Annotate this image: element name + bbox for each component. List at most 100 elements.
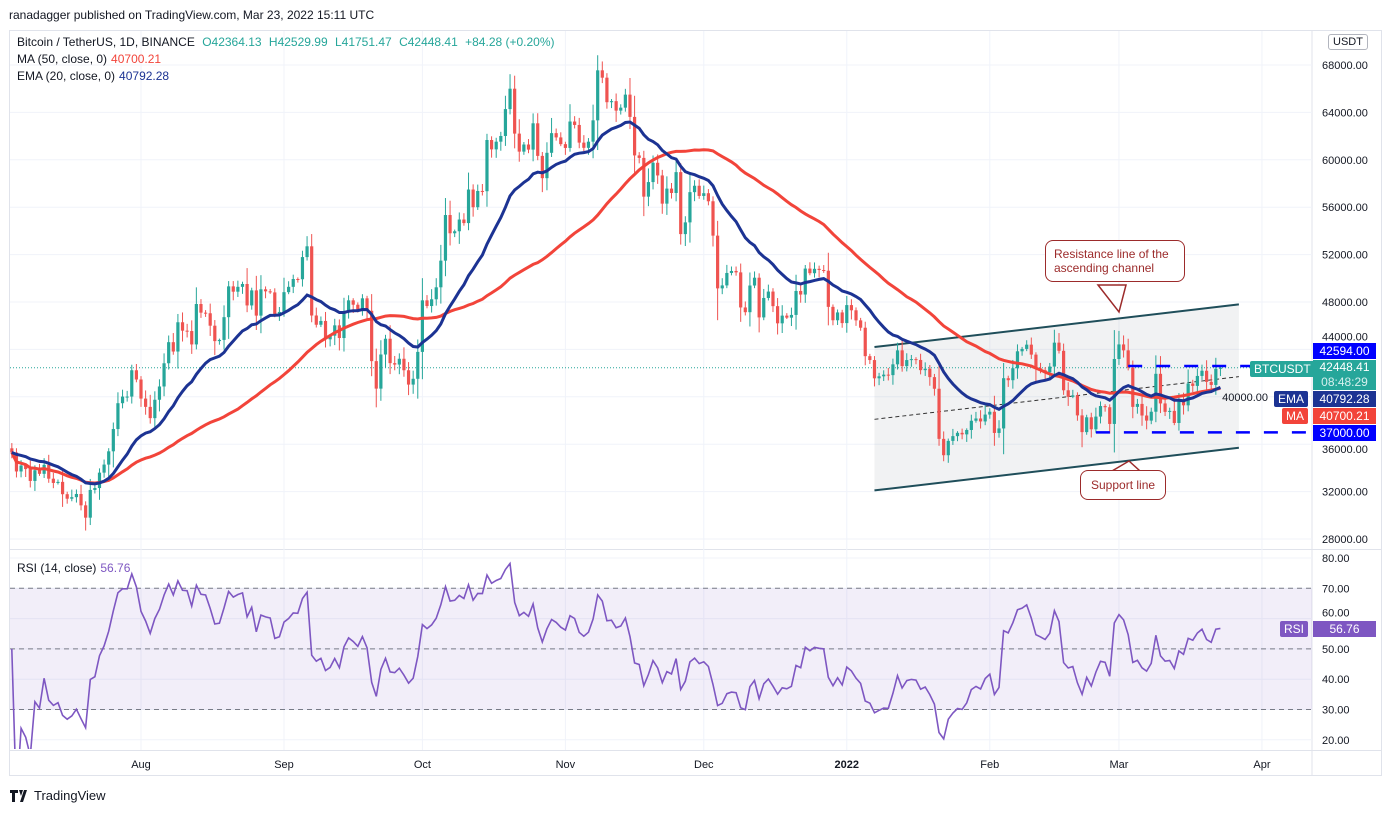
high-value: H42529.99 bbox=[268, 35, 328, 49]
candle bbox=[74, 489, 79, 503]
candle-body bbox=[752, 277, 757, 286]
symbol-name[interactable]: Bitcoin / TetherUS, 1D, BINANCE bbox=[17, 35, 195, 49]
candle-body bbox=[586, 141, 591, 148]
candle-body bbox=[79, 493, 83, 506]
candle-body bbox=[614, 101, 618, 111]
candle bbox=[868, 353, 872, 365]
candle bbox=[1025, 340, 1029, 352]
candle bbox=[840, 309, 844, 328]
candle bbox=[397, 353, 401, 375]
candle bbox=[263, 286, 268, 299]
candle bbox=[882, 370, 886, 382]
candle bbox=[282, 277, 286, 317]
candle-body bbox=[1034, 354, 1038, 369]
candle bbox=[420, 278, 424, 380]
currency-button[interactable]: USDT bbox=[1328, 34, 1368, 50]
brand-name: TradingView bbox=[34, 788, 106, 803]
candle-body bbox=[139, 379, 143, 399]
candle-body bbox=[725, 272, 729, 286]
candle-body bbox=[877, 376, 881, 379]
candle-body bbox=[669, 188, 674, 193]
candle-body bbox=[895, 350, 900, 365]
candle-body bbox=[74, 493, 79, 498]
resistance-callout[interactable]: Resistance line of the ascending channel bbox=[1045, 240, 1185, 282]
candle bbox=[817, 265, 821, 278]
candle bbox=[116, 392, 120, 437]
rsi-tick-label: 30.00 bbox=[1322, 705, 1350, 717]
candle bbox=[549, 117, 554, 158]
candle bbox=[1011, 359, 1015, 389]
candle-body bbox=[914, 359, 918, 361]
candle-body bbox=[1015, 351, 1020, 369]
time-tick-label: Aug bbox=[131, 759, 151, 771]
candle bbox=[457, 212, 461, 244]
open-value: O42364.13 bbox=[202, 35, 262, 49]
candle bbox=[665, 176, 669, 215]
candle-body bbox=[1140, 403, 1144, 416]
candle bbox=[162, 353, 166, 397]
candle-body bbox=[47, 464, 51, 479]
candle-body bbox=[619, 107, 623, 111]
support-callout[interactable]: Support line bbox=[1080, 470, 1167, 500]
candle-body bbox=[471, 189, 475, 208]
candle bbox=[517, 119, 521, 162]
candle-body bbox=[443, 215, 448, 261]
candle-body bbox=[356, 304, 360, 311]
candle bbox=[448, 200, 452, 246]
candle bbox=[752, 271, 757, 289]
candle-body bbox=[1172, 410, 1176, 423]
resistance-callout-pointer bbox=[1096, 284, 1127, 314]
candle bbox=[84, 501, 88, 531]
candle bbox=[582, 135, 586, 154]
ema-tag: EMA bbox=[1274, 391, 1309, 407]
close-value: C42448.41 bbox=[399, 35, 458, 49]
rsi-legend[interactable]: RSI (14, close) 56.76 bbox=[17, 561, 130, 575]
candle-body bbox=[573, 121, 577, 125]
candle bbox=[1205, 360, 1209, 392]
candle bbox=[259, 275, 263, 334]
candle-body bbox=[720, 285, 724, 289]
candle-body bbox=[33, 470, 37, 481]
candle-body bbox=[503, 109, 508, 136]
candle bbox=[937, 363, 941, 446]
tradingview-logo[interactable]: TradingView bbox=[10, 788, 106, 803]
ema-legend[interactable]: EMA (20, close, 0) 40792.28 bbox=[17, 69, 169, 83]
candle-body bbox=[125, 396, 129, 398]
ma-legend[interactable]: MA (50, close, 0) 40700.21 bbox=[17, 52, 161, 66]
candle bbox=[185, 323, 189, 338]
ema-label: EMA (20, close, 0) bbox=[17, 69, 116, 83]
candle-body bbox=[808, 268, 812, 274]
candle-body bbox=[93, 488, 97, 490]
candle bbox=[314, 307, 318, 328]
candle-body bbox=[734, 270, 738, 273]
candle-body bbox=[236, 286, 240, 292]
candle-body bbox=[716, 235, 720, 289]
candle bbox=[577, 117, 581, 149]
candle bbox=[859, 317, 863, 331]
candle-body bbox=[1080, 415, 1084, 433]
price-tick-label: 64000.00 bbox=[1322, 107, 1368, 119]
candle bbox=[1015, 344, 1020, 379]
candle-body bbox=[799, 290, 803, 295]
candle bbox=[1149, 407, 1153, 425]
ema-value: 40792.28 bbox=[119, 69, 170, 83]
candle bbox=[1218, 366, 1223, 377]
rsi-tick-label: 50.00 bbox=[1322, 644, 1350, 656]
time-tick-label: Mar bbox=[1109, 759, 1128, 771]
candle-body bbox=[1066, 390, 1070, 397]
candle-body bbox=[632, 116, 637, 156]
candle-body bbox=[208, 313, 212, 326]
candle-body bbox=[665, 188, 669, 204]
rsi-value-badge: 56.76 bbox=[1313, 621, 1376, 637]
candle-body bbox=[1181, 400, 1186, 406]
candle-body bbox=[1177, 400, 1181, 423]
candle bbox=[766, 284, 770, 301]
candle-body bbox=[1006, 378, 1010, 381]
candle-body bbox=[439, 260, 443, 288]
candle bbox=[978, 410, 983, 429]
candle bbox=[70, 489, 74, 502]
candle-body bbox=[697, 185, 701, 196]
price-tick-label: 52000.00 bbox=[1322, 250, 1368, 262]
candle bbox=[1117, 330, 1121, 365]
